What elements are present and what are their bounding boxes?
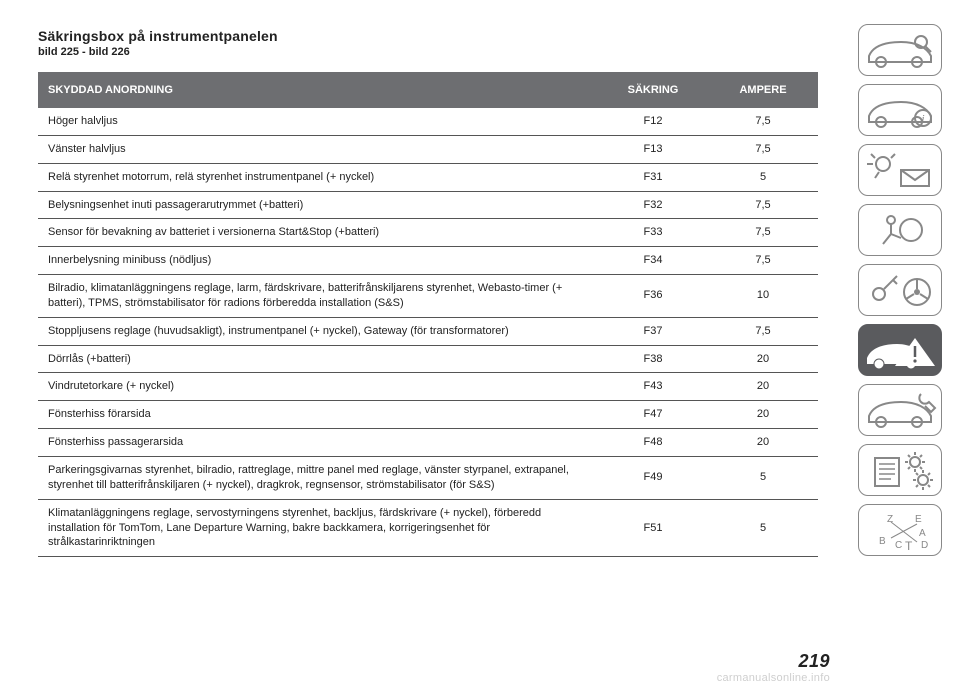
svg-text:C: C: [895, 540, 902, 551]
cell-device: Fönsterhiss förarsida: [38, 401, 598, 429]
table-row: Sensor för bevakning av batteriet i vers…: [38, 219, 818, 247]
table-row: Vindrutetorkare (+ nyckel)F4320: [38, 373, 818, 401]
cell-amp: 7,5: [708, 191, 818, 219]
cell-device: Dörrlås (+batteri): [38, 345, 598, 373]
cell-amp: 10: [708, 275, 818, 318]
car-service-icon[interactable]: [858, 384, 942, 436]
cell-device: Vindrutetorkare (+ nyckel): [38, 373, 598, 401]
car-info-icon[interactable]: i: [858, 84, 942, 136]
cell-device: Sensor för bevakning av batteriet i vers…: [38, 219, 598, 247]
lights-mail-icon[interactable]: [858, 144, 942, 196]
cell-fuse: F34: [598, 247, 708, 275]
cell-fuse: F12: [598, 108, 708, 135]
cell-device: Relä styrenhet motorrum, relä styrenhet …: [38, 163, 598, 191]
cell-amp: 20: [708, 345, 818, 373]
page-subtitle: bild 225 - bild 226: [38, 46, 818, 58]
car-search-icon[interactable]: [858, 24, 942, 76]
table-row: Vänster halvljusF137,5: [38, 135, 818, 163]
cell-device: Innerbelysning minibuss (nödljus): [38, 247, 598, 275]
cell-fuse: F13: [598, 135, 708, 163]
cell-amp: 5: [708, 456, 818, 499]
svg-text:i: i: [921, 113, 924, 125]
table-header-row: SKYDDAD ANORDNING SÄKRING AMPERE: [38, 72, 818, 108]
table-row: Parkeringsgivarnas styrenhet, bilradio, …: [38, 456, 818, 499]
cell-fuse: F49: [598, 456, 708, 499]
cell-amp: 20: [708, 401, 818, 429]
svg-text:D: D: [921, 540, 928, 551]
cell-device: Vänster halvljus: [38, 135, 598, 163]
svg-text:B: B: [879, 536, 886, 547]
compass-letters-icon[interactable]: ZEBADCT: [858, 504, 942, 556]
cell-fuse: F32: [598, 191, 708, 219]
cell-fuse: F47: [598, 401, 708, 429]
fuse-table: SKYDDAD ANORDNING SÄKRING AMPERE Höger h…: [38, 72, 818, 557]
page-number: 219: [798, 651, 830, 672]
col-header-amp: AMPERE: [708, 72, 818, 108]
cell-fuse: F43: [598, 373, 708, 401]
cell-amp: 20: [708, 429, 818, 457]
table-row: Dörrlås (+batteri)F3820: [38, 345, 818, 373]
table-row: Innerbelysning minibuss (nödljus)F347,5: [38, 247, 818, 275]
cell-fuse: F48: [598, 429, 708, 457]
table-row: Klimatanläggningens reglage, servostyrni…: [38, 499, 818, 557]
cell-amp: 7,5: [708, 317, 818, 345]
cell-device: Höger halvljus: [38, 108, 598, 135]
col-header-device: SKYDDAD ANORDNING: [38, 72, 598, 108]
cell-device: Parkeringsgivarnas styrenhet, bilradio, …: [38, 456, 598, 499]
cell-amp: 7,5: [708, 219, 818, 247]
cell-amp: 5: [708, 163, 818, 191]
cell-amp: 7,5: [708, 247, 818, 275]
page-title: Säkringsbox på instrumentpanelen: [38, 28, 818, 44]
cell-device: Bilradio, klimatanläggningens reglage, l…: [38, 275, 598, 318]
col-header-fuse: SÄKRING: [598, 72, 708, 108]
watermark: carmanualsonline.info: [717, 672, 830, 684]
table-row: Relä styrenhet motorrum, relä styrenhet …: [38, 163, 818, 191]
cell-fuse: F38: [598, 345, 708, 373]
cell-fuse: F51: [598, 499, 708, 557]
cell-device: Klimatanläggningens reglage, servostyrni…: [38, 499, 598, 557]
key-steering-icon[interactable]: [858, 264, 942, 316]
cell-fuse: F33: [598, 219, 708, 247]
section-sidebar: iZEBADCT: [858, 24, 942, 556]
svg-text:E: E: [915, 514, 922, 525]
cell-amp: 20: [708, 373, 818, 401]
table-row: Höger halvljusF127,5: [38, 108, 818, 135]
svg-text:A: A: [919, 528, 926, 539]
table-row: Fönsterhiss passagerarsidaF4820: [38, 429, 818, 457]
cell-fuse: F31: [598, 163, 708, 191]
cell-device: Stoppljusens reglage (huvudsakligt), ins…: [38, 317, 598, 345]
airbag-icon[interactable]: [858, 204, 942, 256]
table-row: Belysningsenhet inuti passagerarutrymmet…: [38, 191, 818, 219]
cell-device: Belysningsenhet inuti passagerarutrymmet…: [38, 191, 598, 219]
cell-fuse: F37: [598, 317, 708, 345]
heading-block: Säkringsbox på instrumentpanelen bild 22…: [38, 28, 818, 58]
cell-amp: 7,5: [708, 108, 818, 135]
cell-device: Fönsterhiss passagerarsida: [38, 429, 598, 457]
table-row: Fönsterhiss förarsidaF4720: [38, 401, 818, 429]
cell-fuse: F36: [598, 275, 708, 318]
cell-amp: 7,5: [708, 135, 818, 163]
car-warning-icon[interactable]: [858, 324, 942, 376]
svg-text:T: T: [905, 539, 913, 552]
clipboard-gear-icon[interactable]: [858, 444, 942, 496]
cell-amp: 5: [708, 499, 818, 557]
table-row: Bilradio, klimatanläggningens reglage, l…: [38, 275, 818, 318]
table-row: Stoppljusens reglage (huvudsakligt), ins…: [38, 317, 818, 345]
